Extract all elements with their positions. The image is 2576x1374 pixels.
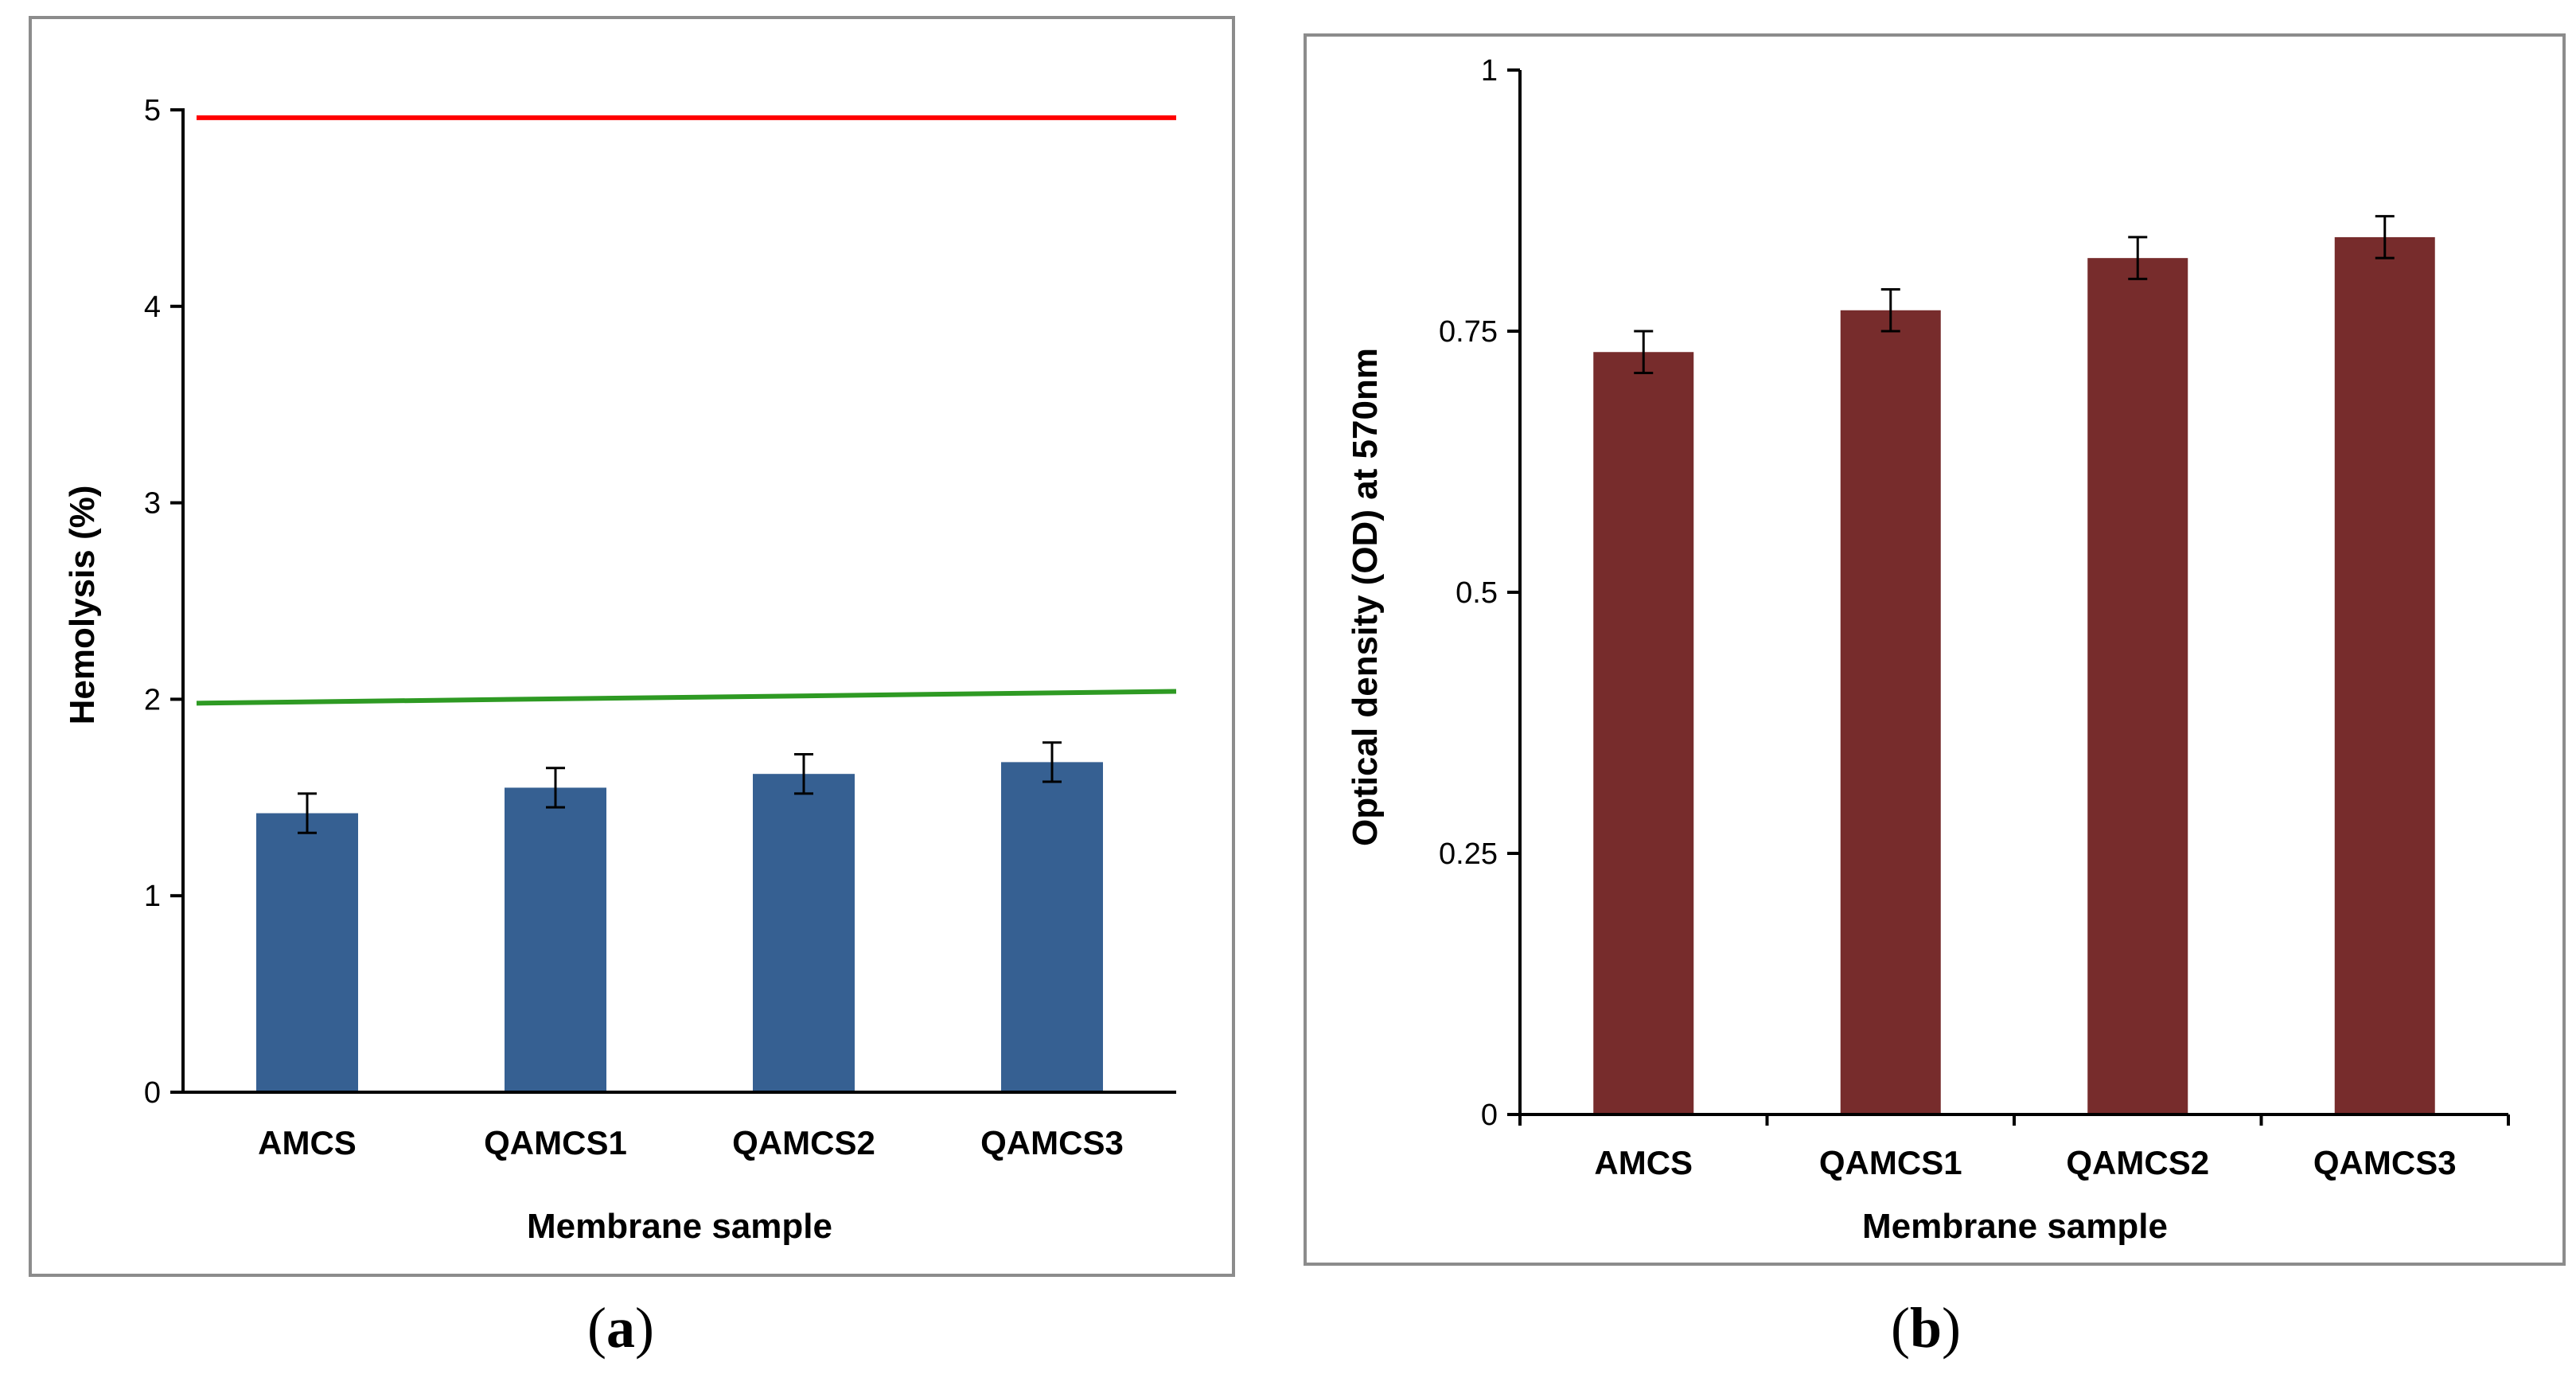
error-bar <box>546 767 565 809</box>
y-tick-label: 5 <box>144 94 161 127</box>
x-tick-label: QAMCS2 <box>2066 1144 2209 1181</box>
panel-a-caption: (a) <box>587 1296 654 1360</box>
error-bar <box>1634 330 1654 374</box>
error-bar <box>794 753 813 795</box>
panel-b-bars <box>1593 215 2435 1114</box>
error-bar <box>298 792 317 834</box>
y-tick-label: 0.5 <box>1456 576 1498 610</box>
bar <box>1840 310 1941 1114</box>
panel-a-x-axis-label: Membrane sample <box>527 1207 832 1246</box>
bar <box>505 787 606 1092</box>
y-tick-label: 1 <box>1481 54 1498 88</box>
green-threshold-line <box>196 689 1177 706</box>
bar <box>1593 352 1694 1114</box>
panel-b-caption-close: ) <box>1942 1296 1961 1360</box>
panel-b-caption: (b) <box>1891 1296 1961 1360</box>
bar <box>2334 236 2435 1114</box>
panel-a: 0 1 2 3 4 5 AMCS QAMCS1 QAMCS2 QAMCS3 Membrane s… <box>29 16 1235 1277</box>
panel-b-y-ticks: 0 0.25 0.5 0.75 1 <box>1439 54 1520 1132</box>
x-tick-label: QAMCS1 <box>484 1124 627 1161</box>
x-tick-label: QAMCS3 <box>980 1124 1124 1161</box>
panel-b-y-axis-label: Optical density (OD) at 570nm <box>1346 348 1385 846</box>
y-tick-label: 0 <box>1481 1099 1498 1132</box>
panel-a-x-tick-labels: AMCS QAMCS1 QAMCS2 QAMCS3 <box>258 1124 1124 1161</box>
panel-a-y-axis-label: Hemolysis (%) <box>63 486 102 725</box>
y-tick-label: 3 <box>144 487 161 521</box>
error-bar <box>1880 288 1900 333</box>
panel-b-x-tick-labels: AMCS QAMCS1 QAMCS2 QAMCS3 <box>1518 1114 2510 1181</box>
error-bar <box>2375 215 2395 260</box>
x-tick-label: QAMCS2 <box>732 1124 875 1161</box>
panel-a-bars <box>256 741 1103 1092</box>
panel-b-x-axis-label: Membrane sample <box>1862 1207 2168 1246</box>
error-bar <box>2128 236 2148 280</box>
bar <box>753 774 855 1092</box>
panel-a-reference-lines <box>196 115 1177 706</box>
bar <box>256 813 358 1092</box>
panel-b-caption-open: ( <box>1891 1296 1910 1360</box>
y-tick-label: 0.75 <box>1439 315 1498 349</box>
y-tick-label: 1 <box>144 880 161 913</box>
panel-a-caption-close: ) <box>635 1296 654 1360</box>
x-tick-label: QAMCS1 <box>1819 1144 1962 1181</box>
panel-b-caption-letter: b <box>1910 1296 1942 1360</box>
panel-b: 0 0.25 0.5 0.75 1 AMCS QAMCS1 QAMCS2 QAMCS3 Mem… <box>1304 33 2566 1266</box>
panel-a-y-ticks: 0 1 2 3 4 5 <box>144 94 183 1110</box>
x-tick-label: QAMCS3 <box>2313 1144 2457 1181</box>
bar <box>1001 762 1103 1092</box>
y-tick-label: 4 <box>144 291 161 324</box>
panel-a-caption-letter: a <box>606 1296 635 1360</box>
y-tick-label: 2 <box>144 683 161 716</box>
x-tick-label: AMCS <box>258 1124 357 1161</box>
panel-a-caption-open: ( <box>587 1296 606 1360</box>
bar <box>2087 258 2188 1114</box>
x-tick-label: AMCS <box>1594 1144 1693 1181</box>
error-bar <box>1042 741 1062 783</box>
y-tick-label: 0 <box>144 1076 161 1110</box>
y-tick-label: 0.25 <box>1439 837 1498 871</box>
